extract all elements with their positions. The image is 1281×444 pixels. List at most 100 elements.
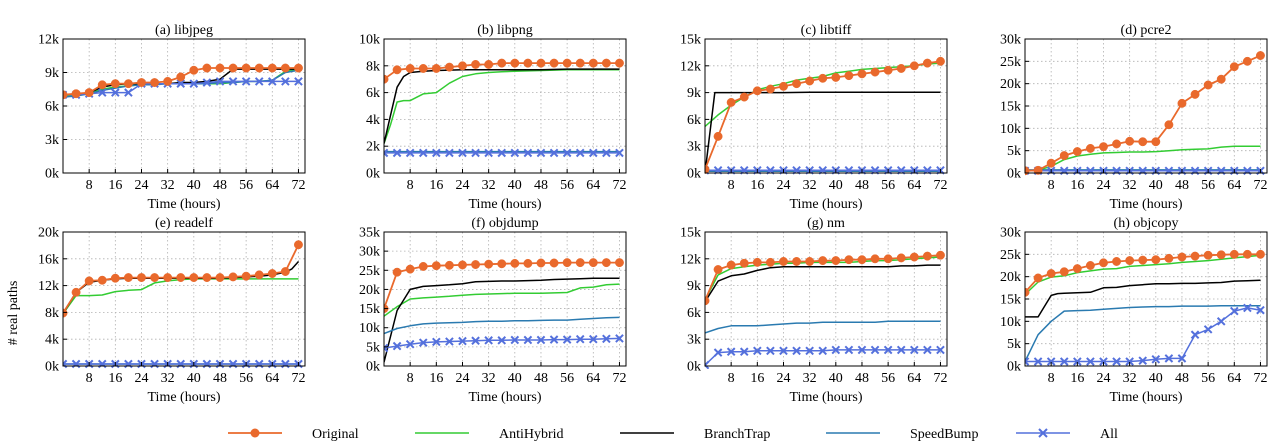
legend-item-all: All	[1016, 427, 1118, 442]
x-axis-label: Time (hours)	[469, 197, 542, 212]
data-point-original	[1242, 249, 1252, 259]
x-axis-label: Time (hours)	[790, 197, 863, 212]
chart-title: (e) readelf	[155, 216, 213, 231]
data-point-original	[922, 58, 932, 68]
x-tick-label: 16	[1070, 371, 1084, 386]
data-point-original	[1203, 80, 1213, 90]
series-line-branchtrap	[705, 264, 941, 303]
data-point-all	[1059, 357, 1069, 366]
data-point-all	[1033, 357, 1043, 366]
data-point-all	[766, 346, 775, 356]
data-point-all	[418, 338, 428, 347]
plot-frame	[383, 38, 627, 174]
x-tick-label: 16	[429, 178, 443, 193]
data-point-all	[111, 88, 120, 97]
x-axis-label: Time (hours)	[469, 390, 542, 405]
data-point-original	[896, 64, 906, 73]
x-tick-label: 72	[291, 178, 305, 193]
series-line-branchtrap	[384, 277, 620, 363]
series-line-antihybrid	[63, 278, 299, 315]
data-point-original	[818, 73, 828, 83]
x-tick-label: 64	[586, 178, 600, 193]
data-point-original	[484, 60, 494, 69]
data-point-original	[588, 258, 598, 268]
plot-frame	[62, 231, 306, 367]
data-point-original	[471, 60, 481, 69]
x-tick-label: 72	[1253, 371, 1267, 386]
y-tick-label: 0k	[45, 360, 59, 375]
series-group	[705, 56, 945, 175]
y-tick-label: 9k	[45, 66, 59, 81]
plot-frame	[704, 231, 948, 367]
chart-panel: 0k 2k 4k 6k 8k 10k 8 16 24 32 40 48 56 64 72 (b) libpng…	[359, 23, 627, 212]
data-point-original	[63, 90, 68, 100]
series-line-branchtrap	[1025, 279, 1261, 318]
data-point-original	[844, 71, 854, 81]
data-point-original	[705, 164, 710, 174]
data-point-all	[844, 345, 854, 355]
x-tick-label: 8	[1048, 178, 1055, 193]
chart-panel: 0k 4k 8k 12k 16k 20k 8 16 24 32 40 48 56 64 72 (e) read…	[38, 216, 306, 405]
y-tick-label: 12k	[680, 59, 701, 74]
y-tick-label: 4k	[45, 333, 59, 348]
y-tick-label: 0k	[687, 167, 701, 182]
data-point-all	[418, 148, 428, 158]
y-tick-label: 15k	[1000, 100, 1021, 115]
x-tick-label: 64	[907, 178, 921, 193]
y-tick-label: 5k	[366, 340, 380, 355]
x-tick-label: 32	[803, 371, 817, 386]
data-point-all	[254, 77, 264, 86]
series-group	[705, 250, 945, 369]
data-point-original	[726, 97, 736, 107]
x-tick-label: 32	[482, 178, 496, 193]
data-point-all	[97, 88, 107, 97]
x-tick-label: 48	[1175, 178, 1189, 193]
x-tick-label: 32	[1123, 178, 1137, 193]
data-point-original	[1256, 249, 1265, 259]
data-point-all	[241, 77, 251, 86]
legend: Original AntiHybrid BranchTrap SpeedBump All	[228, 427, 1118, 442]
chart-title: (h) objcopy	[1114, 216, 1179, 231]
x-tick-label: 64	[586, 371, 600, 386]
legend-item-antihybrid: AntiHybrid	[415, 427, 564, 442]
chart-panel: 0k 5k 10k 15k 20k 25k 30k 8 16 24 32 40 48 56 64 72 (d) …	[1000, 23, 1268, 212]
data-point-all	[1073, 357, 1082, 366]
data-point-original	[241, 271, 251, 281]
chart-title: (f) objdump	[471, 216, 538, 231]
legend-item-original: Original	[228, 427, 359, 442]
y-tick-label: 20k	[38, 226, 59, 241]
series-line-speedbump	[705, 320, 941, 334]
x-tick-label: 8	[407, 371, 414, 386]
data-point-original	[536, 258, 546, 268]
data-point-all	[445, 148, 454, 158]
series-group	[384, 258, 624, 363]
data-point-original	[936, 56, 945, 66]
x-tick-label: 64	[265, 178, 279, 193]
legend-label: BranchTrap	[704, 427, 770, 442]
data-point-all	[602, 334, 611, 344]
y-tick-label: 20k	[359, 283, 380, 298]
data-point-all	[384, 343, 389, 353]
x-tick-label: 24	[134, 178, 148, 193]
data-point-original	[523, 58, 533, 68]
data-point-original	[1125, 256, 1135, 266]
data-point-original	[63, 308, 68, 318]
data-point-all	[1229, 306, 1239, 316]
plot-frame	[383, 231, 627, 367]
data-point-original	[123, 79, 133, 89]
data-point-original	[739, 258, 749, 268]
data-point-all	[458, 148, 467, 158]
data-point-original	[1229, 62, 1239, 72]
data-point-original	[1164, 120, 1174, 130]
data-point-original	[228, 272, 238, 282]
data-point-original	[1046, 158, 1056, 168]
y-tick-label: 0k	[366, 167, 380, 182]
x-tick-label: 64	[907, 371, 921, 386]
data-point-original	[805, 257, 815, 266]
data-point-all	[510, 335, 520, 345]
y-tick-label: 30k	[1000, 33, 1021, 48]
data-point-original	[870, 67, 880, 77]
legend-marker-circle	[250, 428, 260, 438]
data-point-original	[215, 63, 225, 73]
data-point-original	[497, 58, 507, 68]
